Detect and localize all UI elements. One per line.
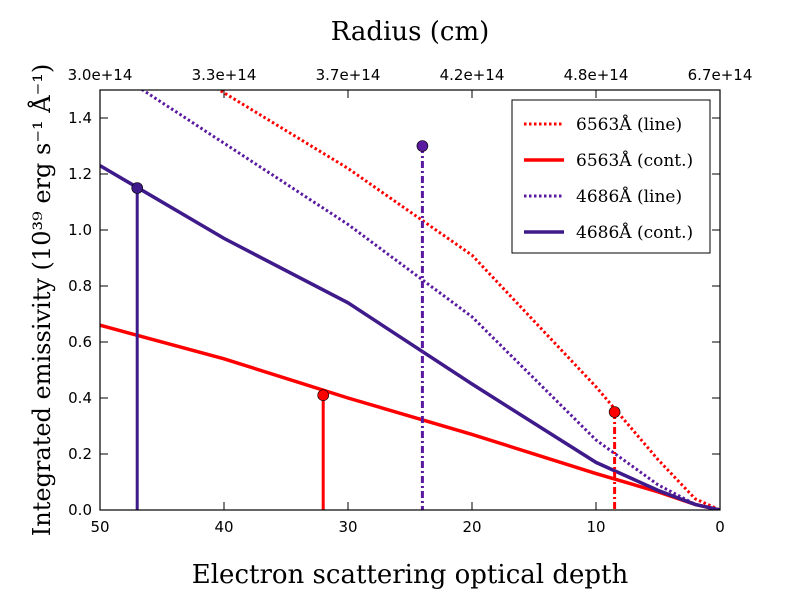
axes: 50 40 30 20 10 0 3.0e+14 3.3e+14 3.7e+14 4.2e+14 4… (68, 66, 753, 536)
legend-label-4: 4686Å (cont.) (576, 222, 693, 243)
y-axis-label: Integrated emissivity (10³⁹ erg s⁻¹ Å⁻¹) (27, 64, 56, 536)
y-tick-label: 0.2 (68, 445, 92, 463)
marker-point-1 (131, 182, 143, 194)
top-tick-label: 4.2e+14 (440, 66, 505, 84)
y-tick-label: 1.2 (68, 165, 92, 183)
y-tick-label: 1.0 (68, 221, 92, 239)
x-tick-label: 20 (462, 518, 481, 536)
series-line-2 (100, 323, 720, 510)
plot-area (100, 90, 720, 510)
marker-point-4 (608, 406, 621, 418)
top-tick-label: 3.3e+14 (192, 66, 257, 84)
series-line-1 (216, 90, 720, 510)
x-tick-label: 0 (715, 518, 725, 536)
marker-point-2 (317, 389, 330, 402)
x-tick-label: 10 (586, 518, 605, 536)
series-line-4 (100, 164, 720, 510)
marker-point-3 (416, 140, 429, 152)
x-tick-label: 50 (90, 518, 109, 536)
top-axis-title: Radius (cm) (331, 17, 490, 47)
top-tick-label: 3.0e+14 (68, 66, 133, 84)
y-tick-label: 0.6 (68, 333, 92, 351)
x-tick-label: 30 (338, 518, 357, 536)
y-tick-label: 0.0 (68, 501, 92, 519)
legend-label-1: 6563Å (line) (576, 114, 682, 135)
legend-label-3: 4686Å (line) (576, 186, 682, 207)
legend-label-2: 6563Å (cont.) (576, 150, 693, 171)
top-tick-label: 6.7e+14 (688, 66, 753, 84)
x-tick-label: 40 (214, 518, 233, 536)
plot-frame (99, 89, 721, 511)
y-tick-label: 0.8 (68, 277, 92, 295)
top-tick-label: 3.7e+14 (316, 66, 381, 84)
top-tick-label: 4.8e+14 (564, 66, 629, 84)
x-axis-label: Electron scattering optical depth (192, 560, 629, 590)
y-tick-label: 0.4 (68, 389, 92, 407)
legend: 6563Å (line) 6563Å (cont.) 4686Å (line) 468… (511, 99, 711, 254)
y-tick-label: 1.4 (68, 109, 92, 127)
